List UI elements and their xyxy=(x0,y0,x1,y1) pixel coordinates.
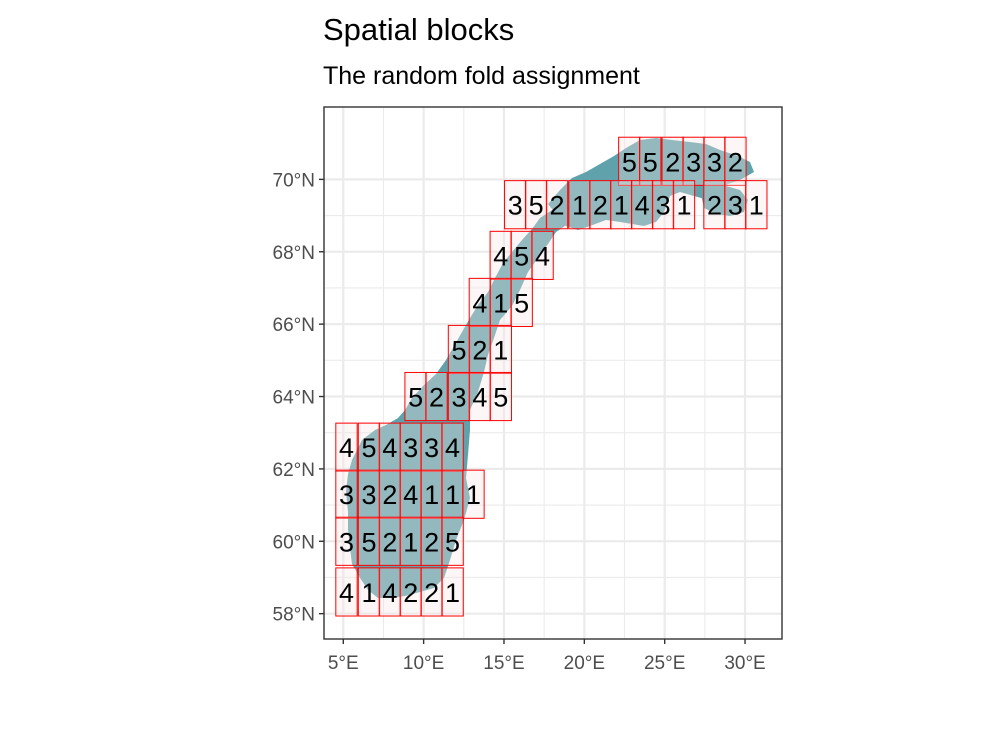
fold-label-7-2: 2 xyxy=(382,480,397,510)
x-tick-label-5: 30°E xyxy=(724,653,765,674)
fold-label-7-5: 1 xyxy=(445,480,460,510)
block-cell-1-2 xyxy=(545,180,569,230)
block-cell-8-5 xyxy=(441,516,464,566)
fold-label-8-0: 3 xyxy=(339,527,354,557)
y-tick-label-6: 70°N xyxy=(273,170,315,191)
fold-label-0-4: 3 xyxy=(707,147,722,177)
block-cell-8-0 xyxy=(335,516,358,566)
chart-title: Spatial blocks xyxy=(323,12,514,47)
panel-border xyxy=(323,106,783,640)
fold-label-0-0: 5 xyxy=(622,147,637,177)
fold-label-1-10: 3 xyxy=(728,191,743,221)
block-cell-1-8 xyxy=(672,180,696,230)
fold-blocks: 5 5 2 3 3 23 5 2 1 2 1 4 3 1 2 3 14 5 44 1 55 2 15 2 3 4 54 5 4 3 3 43 3… xyxy=(335,136,768,617)
block-cell-6-0 xyxy=(335,422,358,472)
fold-label-1-7: 3 xyxy=(656,191,671,221)
fold-label-1-4: 2 xyxy=(593,191,608,221)
fold-label-5-0: 5 xyxy=(408,383,423,413)
x-tick-label-1: 10°E xyxy=(403,653,444,674)
fold-label-7-1: 3 xyxy=(361,480,376,510)
block-cell-5-1 xyxy=(425,371,448,422)
fold-label-9-5: 1 xyxy=(445,578,460,608)
y-tick-label-2: 62°N xyxy=(273,460,315,481)
x-tick-label-2: 15°E xyxy=(483,653,524,674)
fold-label-2-1: 5 xyxy=(514,241,529,271)
fold-label-3-2: 5 xyxy=(514,288,529,318)
fold-label-7-6: 1 xyxy=(466,480,481,510)
fold-label-2-0: 4 xyxy=(493,241,508,271)
fold-label-6-1: 5 xyxy=(361,433,376,463)
fold-label-9-2: 4 xyxy=(382,578,397,608)
land-north xyxy=(548,138,754,230)
fold-label-3-0: 4 xyxy=(472,288,487,318)
x-tick-label-3: 20°E xyxy=(564,653,605,674)
fold-label-5-3: 4 xyxy=(472,383,487,413)
y-axis: 58°N 60°N 62°N 64°N 66°N 68°N 70°N xyxy=(273,170,324,626)
fold-label-6-4: 3 xyxy=(424,433,439,463)
fold-label-8-2: 2 xyxy=(382,527,397,557)
block-cell-1-11 xyxy=(745,180,768,230)
fold-label-6-0: 4 xyxy=(339,433,354,463)
fold-label-5-2: 3 xyxy=(451,383,466,413)
block-cell-9-0 xyxy=(335,567,358,617)
fold-label-3-1: 1 xyxy=(493,288,508,318)
fold-label-5-1: 2 xyxy=(429,383,444,413)
fold-label-7-3: 4 xyxy=(403,480,418,510)
fold-label-8-4: 2 xyxy=(424,527,439,557)
fold-label-9-1: 1 xyxy=(361,578,376,608)
fold-label-6-5: 4 xyxy=(445,433,460,463)
fold-label-1-2: 2 xyxy=(550,191,565,221)
block-cell-7-6 xyxy=(462,469,485,519)
block-cell-6-5 xyxy=(441,422,464,472)
fold-label-1-3: 1 xyxy=(572,191,587,221)
fold-label-8-1: 5 xyxy=(361,527,376,557)
fold-label-9-0: 4 xyxy=(339,578,354,608)
fold-label-0-3: 3 xyxy=(686,147,701,177)
y-tick-label-0: 58°N xyxy=(273,605,315,626)
x-tick-label-0: 5°E xyxy=(328,653,359,674)
land-finnmark xyxy=(700,186,748,216)
y-tick-label-4: 66°N xyxy=(273,315,315,336)
fold-label-5-4: 5 xyxy=(493,383,508,413)
y-tick-label-5: 68°N xyxy=(273,243,315,264)
block-cell-5-4 xyxy=(489,371,512,422)
fold-label-0-1: 5 xyxy=(643,147,658,177)
block-cell-0-1 xyxy=(639,136,662,186)
fold-label-9-4: 2 xyxy=(424,578,439,608)
fold-label-4-1: 2 xyxy=(472,335,487,365)
fold-label-4-0: 5 xyxy=(451,335,466,365)
fold-label-6-2: 4 xyxy=(382,433,397,463)
block-cell-7-0 xyxy=(335,469,358,519)
fold-label-0-2: 2 xyxy=(665,147,680,177)
fold-label-7-0: 3 xyxy=(339,480,354,510)
fold-label-8-3: 1 xyxy=(403,527,418,557)
fold-label-2-2: 4 xyxy=(535,241,550,271)
block-cell-0-5 xyxy=(724,136,747,186)
fold-label-1-0: 3 xyxy=(508,191,523,221)
norway-land-mass xyxy=(346,138,754,598)
fold-label-6-3: 3 xyxy=(403,433,418,463)
fold-label-1-5: 1 xyxy=(614,191,629,221)
y-tick-label-1: 60°N xyxy=(273,532,315,553)
fold-label-1-1: 5 xyxy=(529,191,544,221)
block-cell-4-2 xyxy=(489,324,512,375)
fold-label-1-6: 4 xyxy=(635,191,650,221)
x-tick-label-4: 25°E xyxy=(644,653,685,674)
block-cell-9-5 xyxy=(441,567,464,617)
fold-label-8-5: 5 xyxy=(445,527,460,557)
land-south xyxy=(346,193,583,598)
block-cell-3-2 xyxy=(510,277,533,327)
y-tick-label-3: 64°N xyxy=(273,388,315,409)
fold-label-1-11: 1 xyxy=(749,191,764,221)
x-axis: 5°E 10°E 15°E 20°E 25°E 30°E xyxy=(328,639,766,674)
fold-label-1-8: 1 xyxy=(676,191,691,221)
fold-label-4-2: 1 xyxy=(493,335,508,365)
fold-label-0-5: 2 xyxy=(728,147,743,177)
fold-label-9-3: 2 xyxy=(403,578,418,608)
fold-label-1-9: 2 xyxy=(707,191,722,221)
chart-subtitle: The random fold assignment xyxy=(323,62,640,90)
fold-label-7-4: 1 xyxy=(424,480,439,510)
block-cell-2-2 xyxy=(531,230,554,280)
